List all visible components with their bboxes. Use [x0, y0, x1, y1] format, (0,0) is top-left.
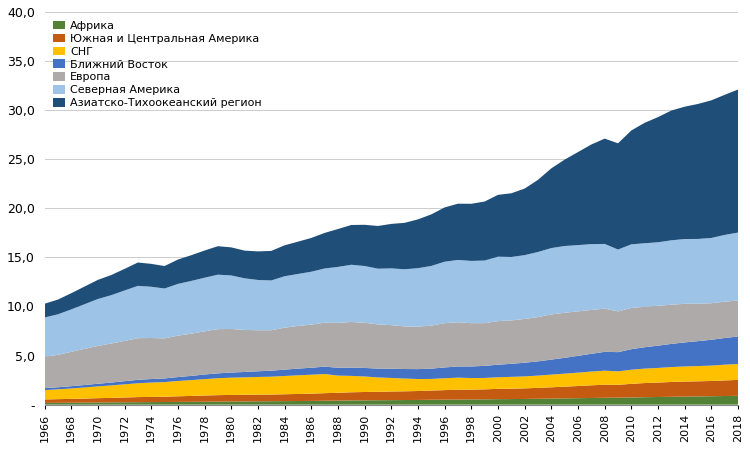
- Legend: Африка, Южная и Центральная Америка, СНГ, Ближний Восток, Европа, Северная Амери: Африка, Южная и Центральная Америка, СНГ…: [50, 18, 265, 112]
